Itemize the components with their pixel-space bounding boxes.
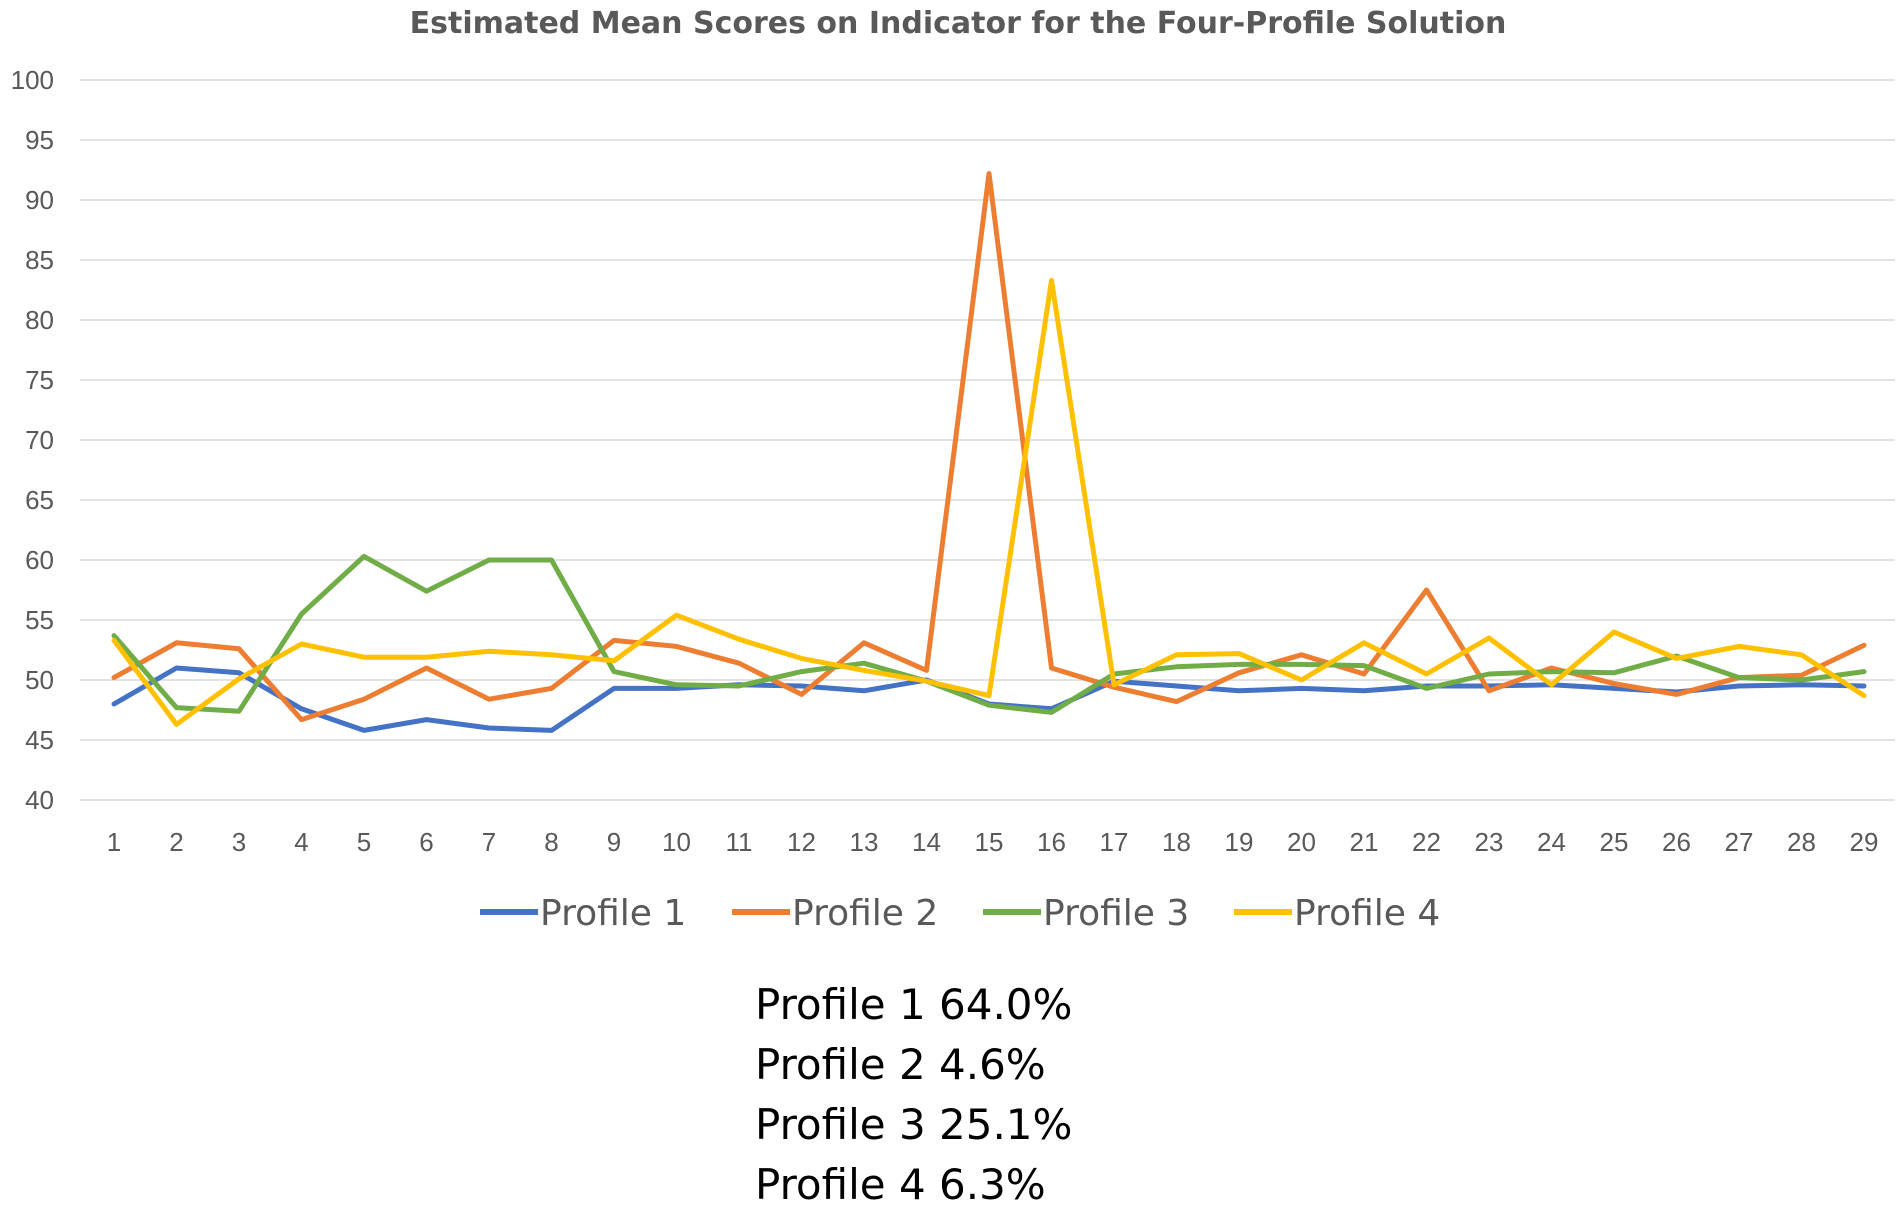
x-tick-label: 15 <box>975 827 1004 857</box>
profile-share-1: Profile 1 64.0% <box>755 980 1073 1029</box>
x-tick-label: 10 <box>662 827 691 857</box>
x-tick-label: 2 <box>169 827 183 857</box>
y-tick-label: 60 <box>25 545 54 575</box>
x-tick-label: 6 <box>419 827 433 857</box>
legend-label: Profile 4 <box>1294 893 1440 934</box>
y-tick-label: 50 <box>25 665 54 695</box>
y-tick-label: 85 <box>25 245 54 275</box>
x-tick-label: 23 <box>1475 827 1504 857</box>
x-tick-label: 9 <box>607 827 621 857</box>
series-line-profile-4 <box>111 277 1867 727</box>
y-axis-ticks: 40 45 50 55 60 65 70 75 80 85 90 95 100 <box>11 65 54 815</box>
y-tick-label: 75 <box>25 365 54 395</box>
x-tick-label: 25 <box>1600 827 1629 857</box>
profile-share-2: Profile 2 4.6% <box>755 1040 1046 1089</box>
legend-item-profile-3: Profile 3 <box>983 893 1189 934</box>
x-tick-label: 19 <box>1225 827 1254 857</box>
x-tick-label: 26 <box>1662 827 1691 857</box>
profile-share-3: Profile 3 25.1% <box>755 1100 1073 1149</box>
legend-label: Profile 3 <box>1043 893 1189 934</box>
x-tick-label: 16 <box>1037 827 1066 857</box>
x-tick-label: 20 <box>1287 827 1316 857</box>
x-tick-label: 8 <box>544 827 558 857</box>
x-tick-label: 29 <box>1850 827 1879 857</box>
x-tick-label: 7 <box>482 827 496 857</box>
series-line-profile-1 <box>111 665 1867 733</box>
x-tick-label: 18 <box>1162 827 1191 857</box>
y-tick-label: 65 <box>25 485 54 515</box>
y-tick-label: 80 <box>25 305 54 335</box>
y-tick-label: 40 <box>25 785 54 815</box>
x-tick-label: 4 <box>294 827 308 857</box>
x-tick-label: 17 <box>1100 827 1129 857</box>
legend: Profile 1 Profile 2 Profile 3 Profile 4 <box>480 893 1440 934</box>
x-tick-label: 5 <box>357 827 371 857</box>
y-tick-label: 100 <box>11 65 54 95</box>
chart-title: Estimated Mean Scores on Indicator for t… <box>410 6 1507 41</box>
x-tick-label: 24 <box>1537 827 1566 857</box>
legend-label: Profile 1 <box>540 893 686 934</box>
x-tick-label: 27 <box>1725 827 1754 857</box>
legend-item-profile-1: Profile 1 <box>480 893 686 934</box>
x-tick-label: 1 <box>107 827 121 857</box>
x-tick-label: 22 <box>1412 827 1441 857</box>
x-axis-ticks: 1 2 3 4 5 6 7 8 9 10 11 12 13 14 15 16 17 18 19 20 21 22 23 24 2… <box>107 827 1879 857</box>
y-tick-label: 70 <box>25 425 54 455</box>
profile-share-4: Profile 4 6.3% <box>755 1160 1046 1209</box>
x-tick-label: 21 <box>1350 827 1379 857</box>
legend-item-profile-2: Profile 2 <box>732 893 938 934</box>
series-line-profile-2 <box>111 171 1867 723</box>
x-tick-label: 3 <box>232 827 246 857</box>
x-tick-label: 14 <box>912 827 941 857</box>
y-tick-label: 90 <box>25 185 54 215</box>
y-tick-label: 45 <box>25 725 54 755</box>
series-line-profile-3 <box>111 553 1867 715</box>
x-tick-label: 11 <box>726 827 753 857</box>
legend-label: Profile 2 <box>792 893 938 934</box>
y-tick-label: 55 <box>25 605 54 635</box>
legend-item-profile-4: Profile 4 <box>1234 893 1440 934</box>
x-tick-label: 13 <box>850 827 879 857</box>
series-lines <box>111 171 1867 733</box>
y-tick-label: 95 <box>25 125 54 155</box>
x-tick-label: 28 <box>1787 827 1816 857</box>
x-tick-label: 12 <box>787 827 816 857</box>
